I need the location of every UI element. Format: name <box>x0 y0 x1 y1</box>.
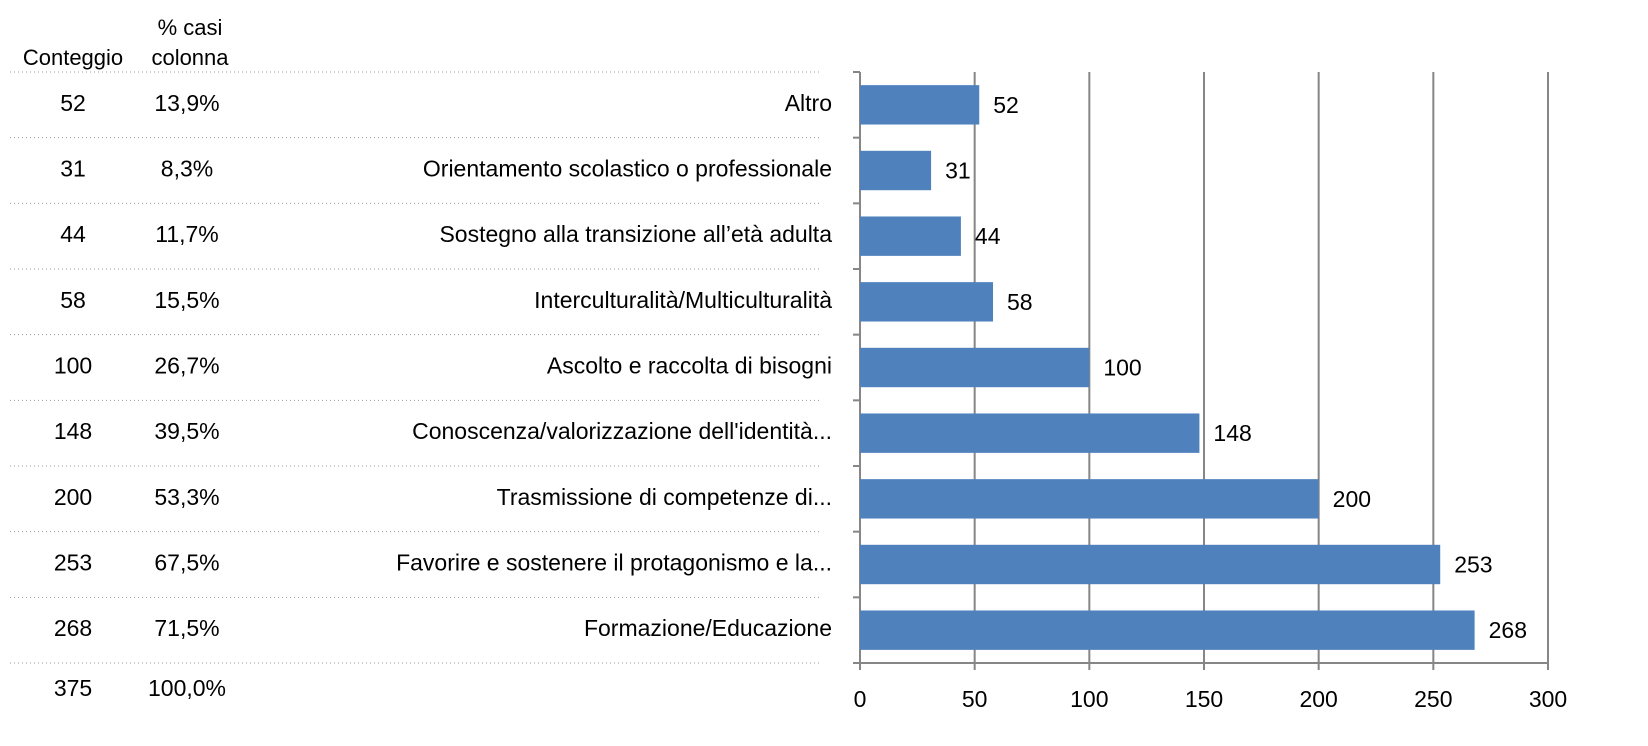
bar <box>860 85 980 125</box>
y-tick-label: Ascolto e raccolta di bisogni <box>547 353 832 379</box>
table-header: % casi colonna <box>151 15 229 70</box>
table-cell: 26,7% <box>154 353 219 379</box>
table-cell: 375 <box>54 675 92 701</box>
data-label: 148 <box>1213 420 1251 446</box>
y-tick-label: Trasmissione di competenze di... <box>497 484 832 510</box>
x-tick-label: 250 <box>1414 686 1452 712</box>
x-tick-label: 100 <box>1070 686 1108 712</box>
bar <box>860 544 1441 585</box>
table-cell: 53,3% <box>154 484 219 510</box>
table-cell: 44 <box>60 221 86 247</box>
data-label: 31 <box>945 158 971 184</box>
bar <box>860 413 1200 453</box>
bar <box>860 216 961 256</box>
table-cell: 67,5% <box>154 550 219 576</box>
y-tick-label: Formazione/Educazione <box>584 615 832 641</box>
table-cell: 268 <box>54 615 92 641</box>
table-cell: 15,5% <box>154 287 219 313</box>
data-label: 100 <box>1103 355 1141 381</box>
table-cell: 39,5% <box>154 418 219 444</box>
data-label: 58 <box>1007 289 1033 315</box>
data-label: 44 <box>975 223 1001 249</box>
table-cell: 71,5% <box>154 615 219 641</box>
table-cell: 58 <box>60 287 86 313</box>
bar <box>860 610 1475 650</box>
x-tick-label: 300 <box>1529 686 1567 712</box>
y-tick-label: Interculturalità/Multiculturalità <box>534 287 832 313</box>
table-cell: 100 <box>54 353 92 379</box>
table-cell: 52 <box>60 90 86 116</box>
y-tick-label: Altro <box>785 90 832 116</box>
bar <box>860 347 1090 388</box>
y-tick-label: Orientamento scolastico o professionale <box>423 156 832 182</box>
x-tick-label: 200 <box>1299 686 1337 712</box>
data-label: 268 <box>1489 617 1527 643</box>
bar <box>860 150 932 191</box>
data-label: 200 <box>1333 486 1371 512</box>
x-tick-label: 0 <box>854 686 867 712</box>
table-cell: 8,3% <box>161 156 213 182</box>
table-cell: 148 <box>54 418 92 444</box>
table-cell: 253 <box>54 550 92 576</box>
x-tick-label: 50 <box>962 686 988 712</box>
table-cell: 13,9% <box>154 90 219 116</box>
table-cell: 100,0% <box>148 675 226 701</box>
y-tick-label: Sostegno alla transizione all’età adulta <box>439 221 832 247</box>
data-label: 52 <box>993 92 1019 118</box>
table-header: Conteggio <box>22 45 124 70</box>
table-cell: 11,7% <box>155 221 219 247</box>
data-label: 253 <box>1454 552 1492 578</box>
bar <box>860 282 994 322</box>
table-cell: 200 <box>54 484 92 510</box>
x-tick-label: 150 <box>1185 686 1223 712</box>
bar <box>860 479 1319 519</box>
table-cell: 31 <box>60 156 86 182</box>
y-tick-label: Favorire e sostenere il protagonismo e l… <box>396 550 832 576</box>
y-tick-label: Conoscenza/valorizzazione dell'identità.… <box>412 418 832 444</box>
